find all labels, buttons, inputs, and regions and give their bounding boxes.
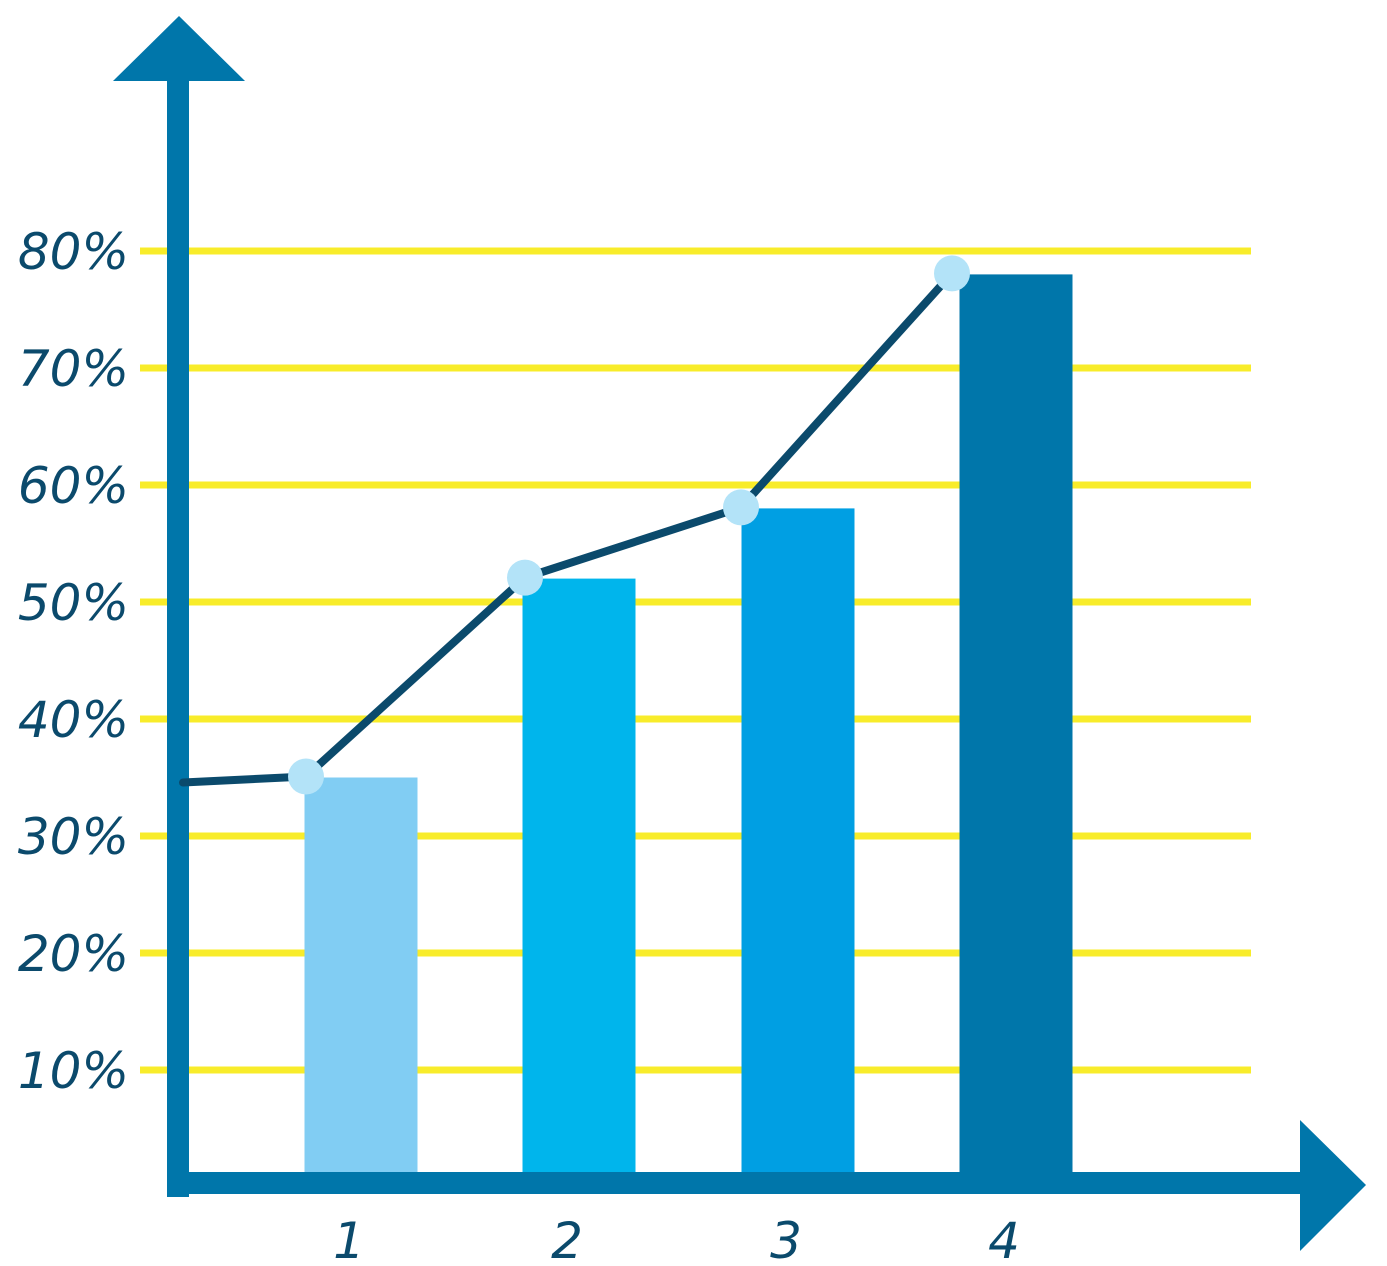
y-tick-label: 80% [18, 223, 129, 281]
y-tick-label: 40% [18, 691, 129, 749]
bar-4 [959, 274, 1073, 1173]
y-tick-labels: 10% 20% 30% 40% 50% 60% 70% 80% [18, 223, 129, 1100]
trend-point-2 [507, 559, 543, 596]
trend-point-4 [934, 255, 970, 292]
x-tick-label: 2 [551, 1212, 583, 1266]
bars [304, 274, 1073, 1173]
x-tick-label: 3 [770, 1212, 802, 1266]
bar-1 [304, 777, 418, 1173]
y-axis-arrow-icon [113, 16, 245, 81]
bar-2 [522, 578, 636, 1173]
y-tick-label: 30% [18, 808, 129, 866]
x-tick-label: 1 [333, 1212, 365, 1266]
y-tick-label: 20% [18, 925, 129, 983]
axes [113, 16, 1366, 1251]
y-tick-label: 50% [18, 574, 129, 632]
y-tick-label: 10% [18, 1042, 129, 1100]
trend-point-3 [723, 489, 759, 526]
y-tick-label: 60% [18, 457, 129, 515]
x-tick-label: 4 [988, 1212, 1020, 1266]
bar-3 [741, 508, 855, 1173]
x-axis-arrow-icon [1300, 1120, 1366, 1251]
x-tick-labels: 1 2 3 4 [333, 1212, 1020, 1266]
trend-line [179, 255, 970, 795]
trend-point-1 [288, 758, 324, 795]
y-tick-label: 70% [18, 340, 129, 398]
